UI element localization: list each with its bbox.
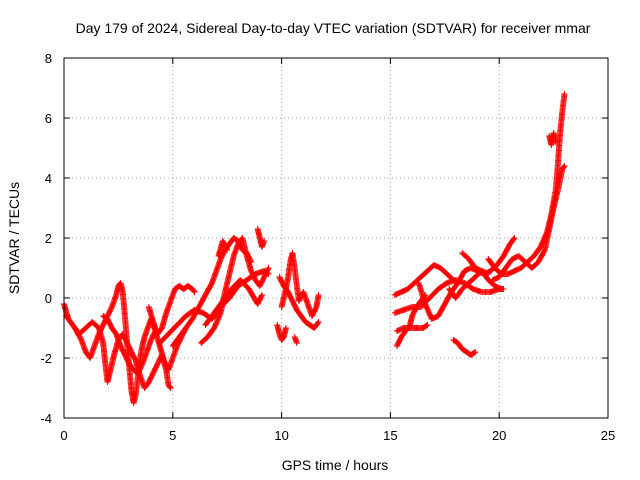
data-point bbox=[265, 266, 271, 273]
x-tick-label: 25 bbox=[601, 428, 615, 443]
series-track-11 bbox=[274, 322, 289, 343]
x-tick-label: 0 bbox=[60, 428, 67, 443]
data-point bbox=[314, 320, 321, 326]
data-point bbox=[472, 349, 479, 355]
data-point bbox=[265, 265, 272, 271]
data-point bbox=[259, 292, 266, 298]
data-point bbox=[449, 276, 456, 283]
y-tick-label: 4 bbox=[45, 171, 52, 186]
x-axis-label: GPS time / hours bbox=[282, 457, 389, 473]
data-point bbox=[485, 271, 492, 277]
data-point bbox=[315, 292, 322, 298]
y-tick-label: 2 bbox=[45, 231, 52, 246]
series-track-19 bbox=[415, 235, 518, 322]
series-track-12 bbox=[276, 274, 322, 331]
y-axis-label: SDTVAR / TECUs bbox=[6, 182, 22, 294]
data-point bbox=[471, 349, 478, 356]
data-point bbox=[223, 245, 230, 252]
data-point bbox=[191, 289, 198, 295]
x-tick-label: 5 bbox=[169, 428, 176, 443]
data-point bbox=[510, 236, 517, 242]
data-point bbox=[424, 322, 431, 328]
data-point bbox=[450, 277, 457, 283]
data-point bbox=[190, 288, 197, 294]
data-point bbox=[166, 384, 173, 390]
series-track-14 bbox=[291, 334, 300, 346]
y-tick-label: 6 bbox=[45, 111, 52, 126]
grid bbox=[64, 58, 608, 418]
series-track-21 bbox=[450, 337, 479, 358]
data-point bbox=[498, 286, 505, 292]
y-tick-label: 8 bbox=[45, 51, 52, 66]
data-point bbox=[224, 247, 231, 253]
series-track-25 bbox=[546, 130, 559, 148]
x-tick-label: 10 bbox=[274, 428, 288, 443]
data-points bbox=[61, 91, 568, 406]
series-track-6 bbox=[169, 235, 255, 349]
data-point bbox=[552, 139, 559, 145]
y-tick-label: -4 bbox=[40, 411, 52, 426]
series-track-2 bbox=[63, 313, 174, 391]
data-point bbox=[261, 238, 268, 244]
series-track-23 bbox=[485, 91, 568, 277]
data-point bbox=[282, 325, 289, 331]
data-point bbox=[423, 322, 430, 329]
series-track-9 bbox=[215, 238, 231, 259]
data-point bbox=[561, 91, 568, 97]
x-tick-label: 20 bbox=[492, 428, 506, 443]
data-point bbox=[560, 164, 567, 170]
x-tick-label: 15 bbox=[383, 428, 397, 443]
data-point bbox=[511, 235, 518, 241]
y-tick-label: -2 bbox=[40, 351, 52, 366]
chart-title: Day 179 of 2024, Sidereal Day-to-day VTE… bbox=[76, 20, 591, 36]
series-track-13 bbox=[278, 250, 322, 319]
series-track-20 bbox=[446, 268, 505, 301]
data-point bbox=[315, 319, 322, 325]
series-track-17 bbox=[391, 262, 457, 298]
y-tick-label: 0 bbox=[45, 291, 52, 306]
series-track-4 bbox=[145, 283, 198, 337]
data-point bbox=[258, 293, 265, 300]
data-point bbox=[167, 385, 174, 391]
series-track-8 bbox=[202, 277, 266, 328]
axes: 0 5 10 15 20 25 -4 -2 0 2 4 6 8 bbox=[40, 51, 615, 443]
series-track-10 bbox=[254, 226, 268, 250]
series-track-22 bbox=[459, 250, 492, 277]
series-track-24 bbox=[489, 163, 568, 283]
data-point bbox=[561, 163, 568, 169]
data-point bbox=[293, 340, 300, 346]
series-track-18 bbox=[393, 322, 431, 334]
